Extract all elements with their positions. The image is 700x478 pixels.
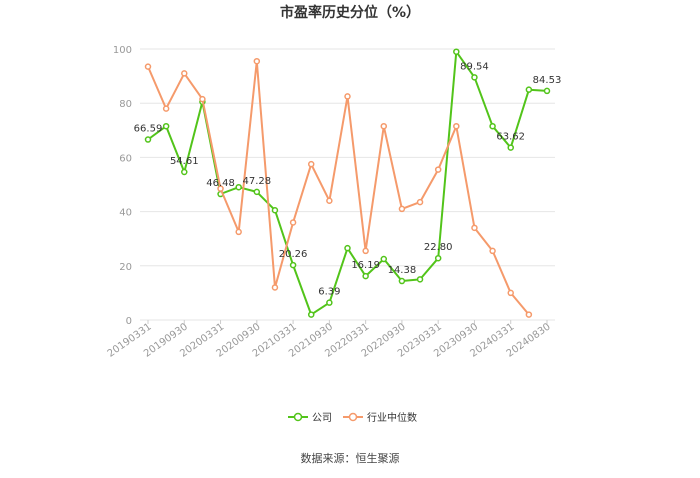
y-tick-label: 100 (113, 45, 132, 56)
series-layer (144, 48, 551, 318)
industry-median-data-point (471, 224, 478, 232)
y-tick-label: 60 (119, 153, 132, 164)
industry-median-data-point (217, 185, 224, 192)
industry-median-data-point (507, 289, 514, 297)
industry-median-data-point (362, 247, 369, 255)
industry-median-data-point (144, 63, 152, 70)
company-data-point (471, 74, 478, 81)
company-data-point (271, 206, 279, 214)
company-data-point (181, 168, 188, 176)
data-label: 46.48 (206, 178, 235, 189)
industry-median-data-point (344, 93, 351, 100)
data-labels: 66.59 54.61 46.48 47.28 20.26 6.39 16.19 14.38 2… (134, 61, 562, 297)
industry-median-data-point (434, 166, 442, 173)
company-data-point (453, 48, 460, 55)
source-text: 数据来源：恒生聚源 (301, 451, 400, 465)
y-tick-label: 80 (119, 99, 132, 110)
company-data-point (380, 255, 388, 263)
company-data-point (289, 261, 297, 269)
y-tick-label: 20 (119, 262, 132, 273)
industry-median-data-point (525, 311, 533, 318)
y-tick-label: 40 (119, 208, 132, 219)
company-data-point (434, 254, 442, 262)
legend-item-industry-median[interactable]: 行业中位数 (343, 411, 417, 424)
company-data-point (235, 183, 242, 191)
legend-marker-icon (348, 412, 358, 422)
company-data-point (507, 144, 514, 151)
industry-median-data-point (307, 160, 315, 168)
industry-median-data-point (181, 70, 188, 77)
company-data-point (253, 188, 261, 196)
data-label: 54.61 (170, 156, 199, 167)
industry-median-data-point (289, 219, 297, 226)
industry-median-data-point (199, 95, 206, 103)
industry-median-data-point (453, 122, 460, 130)
data-label: 84.53 (533, 75, 562, 86)
data-label: 47.28 (242, 176, 271, 187)
company-data-point (525, 86, 533, 93)
industry-median-data-point (235, 228, 242, 236)
company-data-point (144, 136, 152, 143)
legend-item-company[interactable]: 公司 (288, 412, 332, 424)
legend-label: 公司 (312, 413, 332, 424)
industry-median-data-point (253, 57, 261, 65)
y-tick-label: 0 (126, 316, 132, 327)
company-data-point (162, 122, 170, 130)
industry-median-data-point (162, 105, 170, 112)
company-data-point (344, 244, 351, 252)
data-label: 14.38 (388, 265, 417, 276)
company-data-point (398, 277, 406, 285)
y-axis-ticks: 0 20 40 60 80 100 (113, 45, 132, 327)
grid-lines (140, 48, 555, 321)
industry-median-data-point (398, 205, 406, 213)
x-axis-ticks: 2019033120190930202003312020093020210331… (106, 320, 553, 360)
data-label: 66.59 (134, 124, 163, 135)
legend-marker-icon (293, 412, 303, 422)
data-label: 22.80 (424, 242, 453, 253)
data-label: 16.19 (351, 260, 380, 271)
data-label: 89.54 (460, 61, 489, 72)
company-data-point (326, 299, 333, 306)
industry-median-data-point (416, 198, 424, 206)
industry-median-data-point (380, 122, 388, 130)
company-data-point (307, 311, 315, 318)
legend-label: 行业中位数 (367, 411, 417, 424)
company-data-point (416, 276, 424, 283)
company-data-point (489, 122, 496, 130)
industry-median-data-point (326, 197, 333, 205)
data-label: 6.39 (318, 287, 340, 298)
company-data-point (543, 87, 551, 95)
industry-median-data-point (489, 247, 496, 255)
chart-title: 市盈率历史分位（%） (280, 4, 420, 21)
industry-median-data-point (271, 284, 279, 291)
data-label: 20.26 (279, 249, 308, 260)
company-data-point (362, 272, 369, 280)
legend[interactable]: 公司 行业中位数 (288, 411, 417, 424)
industry-median-series-line (147, 60, 530, 316)
data-label: 63.62 (496, 132, 525, 143)
